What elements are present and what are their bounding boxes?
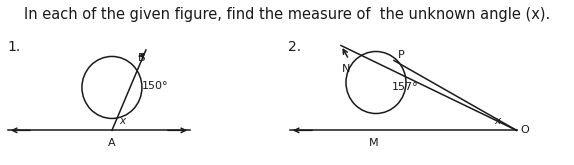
Text: x: x (119, 116, 126, 126)
Text: M: M (369, 138, 379, 148)
Text: A: A (108, 138, 116, 148)
Text: In each of the given figure, find the measure of  the unknown angle (x).: In each of the given figure, find the me… (24, 7, 550, 22)
Text: B: B (138, 53, 146, 64)
Text: 1.: 1. (7, 40, 20, 54)
Text: x: x (495, 116, 501, 126)
Text: 157°: 157° (392, 82, 418, 92)
Text: 2.: 2. (288, 40, 301, 54)
Text: O: O (521, 125, 529, 135)
Text: 150°: 150° (142, 82, 168, 91)
Text: P: P (398, 50, 405, 60)
Text: N: N (342, 64, 350, 73)
